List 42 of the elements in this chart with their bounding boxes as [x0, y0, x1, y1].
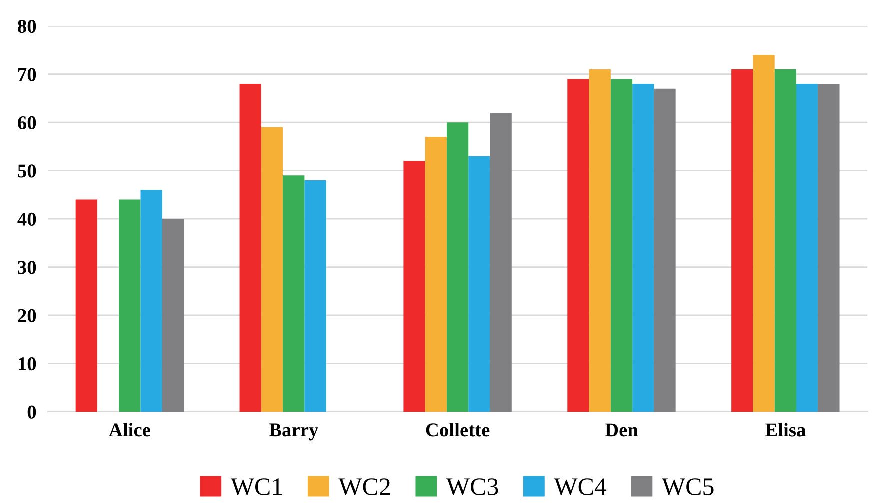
legend-label: WC5: [662, 478, 714, 496]
y-tick-label: 40: [18, 212, 36, 226]
x-tick-label: Elisa: [765, 423, 806, 437]
bar: [446, 122, 469, 412]
y-tick-label: 50: [18, 164, 36, 178]
y-tick-label: 10: [18, 358, 36, 371]
bar: [404, 161, 426, 412]
bar: [140, 190, 162, 412]
y-tick-label: 0: [28, 406, 36, 419]
legend-label: WC2: [338, 478, 390, 496]
bar: [818, 84, 840, 412]
bar: [589, 70, 611, 412]
legend-label: WC3: [446, 478, 498, 496]
y-tick-label: 70: [18, 68, 36, 82]
bar: [753, 55, 775, 412]
x-tick-label: Barry: [269, 424, 319, 441]
legend-label: WC4: [554, 478, 607, 496]
bar: [732, 70, 754, 412]
bar: [162, 219, 184, 412]
bar: [610, 79, 633, 412]
bar: [568, 79, 590, 412]
bar: [119, 200, 141, 412]
bar: [240, 84, 262, 412]
bar: [490, 112, 512, 412]
legend-label: WC1: [230, 478, 282, 496]
bar: [468, 156, 490, 412]
x-tick-label: Den: [605, 424, 638, 437]
bar: [774, 70, 796, 412]
bar: [76, 200, 98, 412]
bar: [283, 176, 305, 412]
bar: [654, 88, 676, 412]
y-tick-label: 20: [18, 309, 36, 322]
y-tick-label: 30: [18, 261, 36, 274]
bar: [796, 84, 818, 412]
x-tick-label: Collette: [426, 423, 490, 437]
bar: [304, 180, 326, 412]
bar: [632, 84, 654, 412]
bar: [261, 127, 284, 412]
bar: [425, 137, 447, 412]
x-tick-label: Alice: [109, 423, 150, 437]
y-tick-label: 80: [18, 20, 36, 34]
y-tick-label: 60: [18, 116, 36, 130]
